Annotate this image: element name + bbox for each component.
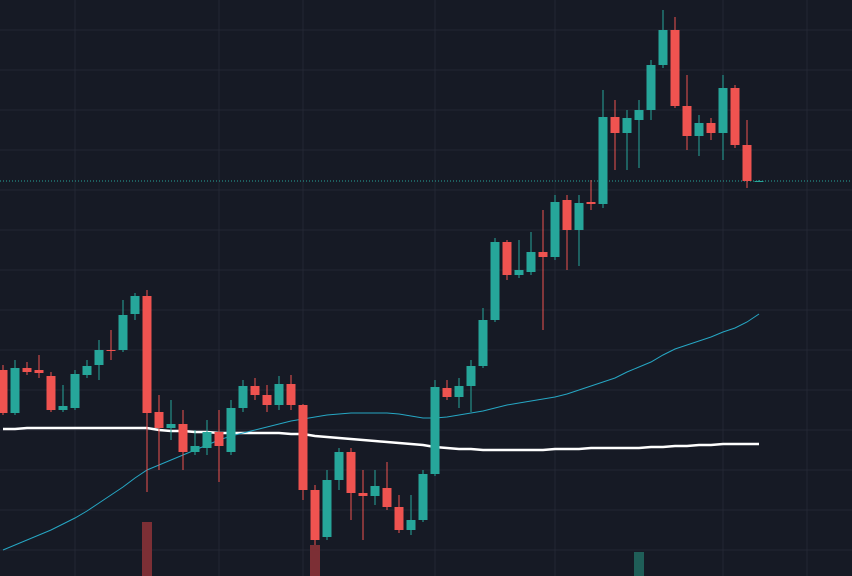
candle-body (658, 30, 668, 65)
candle-body (706, 123, 716, 133)
candle-body (538, 252, 548, 257)
candle-body (322, 480, 332, 537)
candle-body (754, 181, 764, 182)
candle-body (202, 432, 212, 448)
volume-bar (310, 545, 320, 576)
candle-body (586, 202, 596, 204)
candle-body (370, 486, 380, 496)
candle-body (358, 493, 368, 496)
candle-body (418, 474, 428, 520)
candle-body (334, 452, 344, 480)
candle-body (10, 368, 20, 413)
candle-body (694, 123, 704, 136)
candle-body (94, 350, 104, 365)
candle-body (154, 412, 164, 428)
candle-body (286, 384, 296, 405)
candle-body (238, 386, 248, 408)
candle-body (46, 376, 56, 410)
candle-body (442, 388, 452, 397)
candle-body (226, 408, 236, 452)
candle-body (730, 88, 740, 145)
candle-body (682, 106, 692, 136)
candle-body (394, 507, 404, 530)
candle-body (34, 370, 44, 373)
candle-body (622, 118, 632, 133)
candle-body (478, 320, 488, 366)
candle-body (178, 424, 188, 452)
candle-body (670, 30, 680, 106)
candle-body (70, 374, 80, 408)
candle-body (454, 386, 464, 397)
candle-body (610, 117, 620, 133)
candle-body (406, 520, 416, 530)
candle-body (262, 395, 272, 405)
candle-body (430, 387, 440, 474)
candle-body (214, 432, 224, 446)
candle-body (106, 350, 116, 351)
moving-average-line (3, 426, 759, 452)
candle-body (58, 406, 68, 410)
candle-body (274, 384, 284, 405)
candle-body (142, 296, 152, 413)
candle-body (562, 200, 572, 230)
candle-body (22, 368, 32, 372)
candle-body (598, 117, 608, 204)
candle-body (190, 446, 200, 452)
candle-body (574, 203, 584, 230)
candle-body (550, 202, 560, 257)
candle-body (646, 65, 656, 110)
candle-body (130, 296, 140, 314)
moving-average-line (2, 313, 760, 551)
candle-body (0, 370, 8, 413)
candle-body (502, 242, 512, 275)
candle-body (634, 110, 644, 120)
candle-body (166, 424, 176, 428)
volume-bar (142, 522, 152, 576)
candle-body (382, 488, 392, 507)
candle-body (466, 366, 476, 386)
candle-body (718, 88, 728, 133)
candle-body (742, 145, 752, 181)
candle-body (310, 490, 320, 540)
volume-bar (634, 552, 644, 576)
candle-body (82, 366, 92, 375)
candle-body (118, 315, 128, 350)
candle-body (490, 242, 500, 320)
candle-body (346, 452, 356, 493)
candle-body (526, 252, 536, 272)
candle-body (298, 405, 308, 490)
candle-body (514, 270, 524, 275)
candle-body (250, 386, 260, 395)
